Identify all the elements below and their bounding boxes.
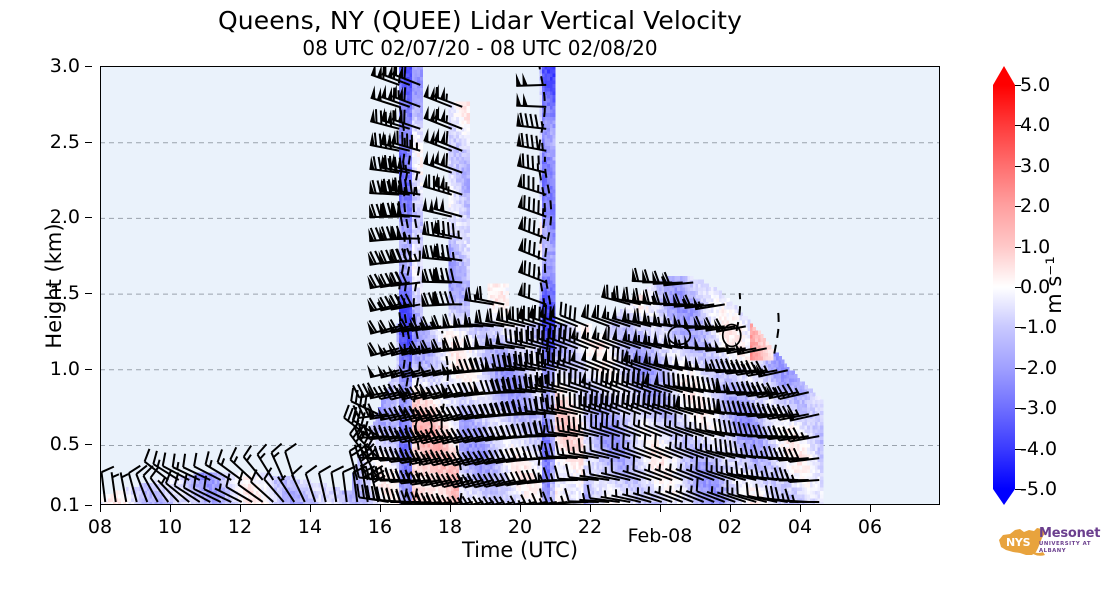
x-tick-mark [800, 505, 801, 512]
colorbar-tick-mark [1015, 489, 1021, 490]
x-tick-mark [660, 505, 661, 512]
chart-canvas [101, 67, 939, 504]
y-tick-mark [85, 293, 92, 295]
colorbar-tick-mark [1015, 125, 1021, 127]
page-title: Queens, NY (QUEE) Lidar Vertical Velocit… [218, 6, 742, 35]
x-axis-label: Time (UTC) [461, 538, 579, 562]
x-tick-label: 16 [367, 516, 393, 538]
colorbar-tick-label: -5.0 [1020, 478, 1058, 500]
y-tick-label: 3.0 [49, 55, 80, 77]
colorbar-tick-mark [1015, 165, 1021, 167]
colorbar-extend-high-icon [993, 66, 1015, 85]
y-tick-mark [85, 217, 92, 219]
x-tick-mark [590, 505, 591, 512]
colorbar-tick-label: -2.0 [1020, 356, 1058, 379]
y-tick-mark [85, 66, 92, 67]
page-subtitle: 08 UTC 02/07/20 - 08 UTC 02/08/20 [302, 36, 658, 60]
colorbar-tick-label: 3.0 [1020, 154, 1051, 177]
x-tick-mark [100, 505, 101, 512]
colorbar-extend-low-icon [993, 489, 1015, 505]
x-tick-label: 20 [507, 516, 533, 538]
y-tick-mark [85, 368, 92, 370]
colorbar-tick-mark [1015, 327, 1021, 329]
x-tick-mark [310, 505, 311, 512]
colorbar-tick-label: 1.0 [1020, 235, 1051, 258]
logo-wordmark: Mesonet UNIVERSITY AT ALBANY [1039, 526, 1101, 555]
x-tick-label: 04 [787, 516, 813, 538]
x-tick-mark [520, 505, 521, 512]
gridlines [101, 142, 939, 446]
x-tick-label: 08 [87, 516, 113, 538]
colorbar-tick-mark [1015, 287, 1021, 288]
colorbar-tick-mark [1015, 246, 1021, 248]
logo-nys-text: NYS [1006, 536, 1031, 549]
y-tick-label: 2.5 [49, 130, 80, 153]
ny-state-shape-icon [999, 528, 1045, 556]
colorbar-unit-label: m s⁻¹ [1042, 256, 1066, 314]
x-tick-label: 12 [227, 516, 253, 538]
colorbar-tick-mark [1015, 448, 1021, 450]
y-tick-mark [85, 505, 92, 506]
colorbar-tick-mark [1015, 408, 1021, 410]
colorbar-tick-label: 5.0 [1020, 74, 1051, 96]
x-tick-mark [450, 505, 451, 512]
nys-mesonet-logo: NYS Mesonet UNIVERSITY AT ALBANY [993, 524, 1101, 562]
colorbar-tick-label: 2.0 [1020, 195, 1051, 218]
colorbar-tick-label: -3.0 [1020, 397, 1058, 420]
colorbar[interactable]: 5.0 4.0 3.0 2.0 1.0 0.0 -1.0 -2.0 -3.0 -4.0 -5.0 [993, 66, 1057, 505]
x-tick-mark [170, 505, 171, 512]
logo-university-text: UNIVERSITY AT ALBANY [1039, 541, 1092, 554]
wind-barbs [101, 67, 820, 504]
x-tick-label: Feb-08 [627, 525, 693, 547]
y-tick-label: 0.5 [49, 433, 80, 456]
colorbar-tick-label: -4.0 [1020, 437, 1058, 460]
colorbar-tick-mark [1015, 367, 1021, 369]
x-tick-mark [730, 505, 731, 512]
logo-mesonet-text: Mesonet [1039, 526, 1101, 541]
colorbar-tick-label: 0.0 [1020, 276, 1051, 298]
x-tick-label: 18 [437, 516, 463, 538]
x-tick-label: 02 [717, 516, 743, 538]
x-tick-mark [240, 505, 241, 512]
y-tick-label: 1.0 [49, 357, 80, 380]
x-tick-label: 22 [577, 516, 603, 538]
y-tick-mark [85, 141, 92, 143]
colorbar-tick-label: 4.0 [1020, 114, 1051, 137]
y-tick-label: 1.5 [49, 282, 80, 305]
y-tick-label: 2.0 [49, 206, 80, 229]
x-tick-mark [380, 505, 381, 512]
x-axis: 08 10 12 14 16 18 20 22 Feb-08 02 04 06 [88, 505, 940, 565]
colorbar-gradient [993, 85, 1015, 489]
y-tick-mark [85, 444, 92, 446]
x-tick-mark [870, 505, 871, 512]
y-tick-label: 0.1 [49, 494, 80, 516]
colorbar-tick-mark [1015, 85, 1021, 86]
colorbar-tick-mark [1015, 206, 1021, 208]
x-tick-label: 14 [297, 516, 323, 538]
x-tick-label: 10 [157, 516, 183, 538]
x-tick-label: 06 [857, 516, 883, 538]
colorbar-tick-label: -1.0 [1020, 316, 1058, 339]
y-axis: Height (km) 0.1 0.5 1.0 1.5 2.0 2.5 3.0 [0, 55, 92, 516]
chart-plot-area[interactable] [100, 66, 940, 505]
